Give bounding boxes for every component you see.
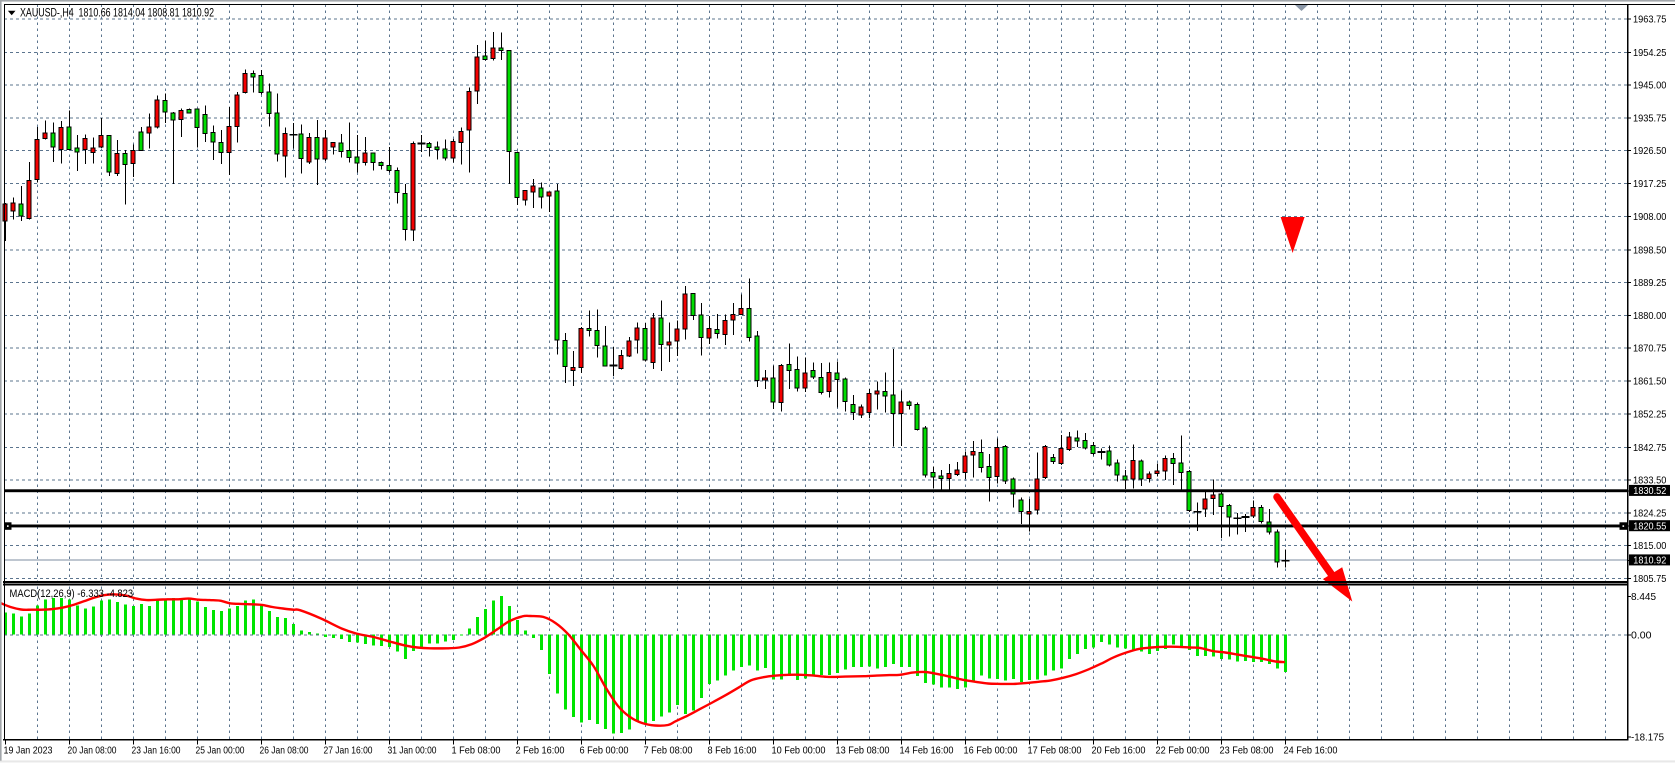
svg-text:XAUUSD-,H4 1810.66 1814.04 18: XAUUSD-,H4 1810.66 1814.04 1808.81 1810.… bbox=[20, 6, 214, 20]
svg-text:1963.75: 1963.75 bbox=[1633, 13, 1667, 25]
svg-text:1842.75: 1842.75 bbox=[1633, 442, 1667, 454]
svg-text:1861.50: 1861.50 bbox=[1633, 376, 1667, 388]
svg-text:1880.00: 1880.00 bbox=[1633, 310, 1667, 322]
svg-text:26 Jan 08:00: 26 Jan 08:00 bbox=[260, 745, 309, 757]
svg-text:1908.00: 1908.00 bbox=[1633, 211, 1667, 223]
svg-text:22 Feb 00:00: 22 Feb 00:00 bbox=[1156, 745, 1210, 757]
svg-text:1830.52: 1830.52 bbox=[1633, 485, 1666, 497]
svg-text:8.445: 8.445 bbox=[1631, 591, 1656, 603]
svg-text:24 Feb 16:00: 24 Feb 16:00 bbox=[1284, 745, 1338, 757]
svg-text:6 Feb 00:00: 6 Feb 00:00 bbox=[580, 745, 629, 757]
svg-text:1852.25: 1852.25 bbox=[1633, 408, 1667, 420]
svg-text:2 Feb 16:00: 2 Feb 16:00 bbox=[516, 745, 565, 757]
svg-text:1805.75: 1805.75 bbox=[1633, 573, 1667, 585]
svg-text:1917.25: 1917.25 bbox=[1633, 178, 1667, 190]
svg-text:23 Jan 16:00: 23 Jan 16:00 bbox=[132, 745, 181, 757]
svg-text:1815.00: 1815.00 bbox=[1633, 540, 1667, 552]
svg-text:1926.50: 1926.50 bbox=[1633, 145, 1667, 157]
svg-text:1824.25: 1824.25 bbox=[1633, 507, 1667, 519]
svg-text:1870.75: 1870.75 bbox=[1633, 343, 1667, 355]
svg-text:1810.92: 1810.92 bbox=[1633, 555, 1666, 567]
svg-text:1898.50: 1898.50 bbox=[1633, 244, 1667, 256]
svg-text:10 Feb 00:00: 10 Feb 00:00 bbox=[772, 745, 826, 757]
svg-text:1935.75: 1935.75 bbox=[1633, 113, 1667, 125]
svg-text:31 Jan 00:00: 31 Jan 00:00 bbox=[388, 745, 437, 757]
svg-text:MACD(12,26,9) -6.333 -4.823: MACD(12,26,9) -6.333 -4.823 bbox=[10, 588, 134, 600]
svg-text:1 Feb 08:00: 1 Feb 08:00 bbox=[452, 745, 501, 757]
svg-text:20 Feb 16:00: 20 Feb 16:00 bbox=[1092, 745, 1146, 757]
svg-text:0.00: 0.00 bbox=[1631, 630, 1652, 642]
svg-text:19 Jan 2023: 19 Jan 2023 bbox=[4, 745, 53, 757]
svg-text:16 Feb 00:00: 16 Feb 00:00 bbox=[964, 745, 1018, 757]
svg-text:1820.55: 1820.55 bbox=[1633, 520, 1666, 532]
svg-text:8 Feb 16:00: 8 Feb 16:00 bbox=[708, 745, 757, 757]
svg-text:1945.00: 1945.00 bbox=[1633, 80, 1667, 92]
svg-text:20 Jan 08:00: 20 Jan 08:00 bbox=[68, 745, 117, 757]
svg-text:27 Jan 16:00: 27 Jan 16:00 bbox=[324, 745, 373, 757]
svg-text:23 Feb 08:00: 23 Feb 08:00 bbox=[1220, 745, 1274, 757]
svg-text:17 Feb 08:00: 17 Feb 08:00 bbox=[1028, 745, 1082, 757]
svg-text:1954.25: 1954.25 bbox=[1633, 47, 1667, 59]
svg-text:13 Feb 08:00: 13 Feb 08:00 bbox=[836, 745, 890, 757]
svg-text:14 Feb 16:00: 14 Feb 16:00 bbox=[900, 745, 954, 757]
svg-text:25 Jan 00:00: 25 Jan 00:00 bbox=[196, 745, 245, 757]
svg-text:7 Feb 08:00: 7 Feb 08:00 bbox=[644, 745, 693, 757]
svg-text:-18.175: -18.175 bbox=[1631, 732, 1664, 744]
svg-text:1889.25: 1889.25 bbox=[1633, 277, 1667, 289]
svg-text:1833.50: 1833.50 bbox=[1633, 475, 1667, 487]
